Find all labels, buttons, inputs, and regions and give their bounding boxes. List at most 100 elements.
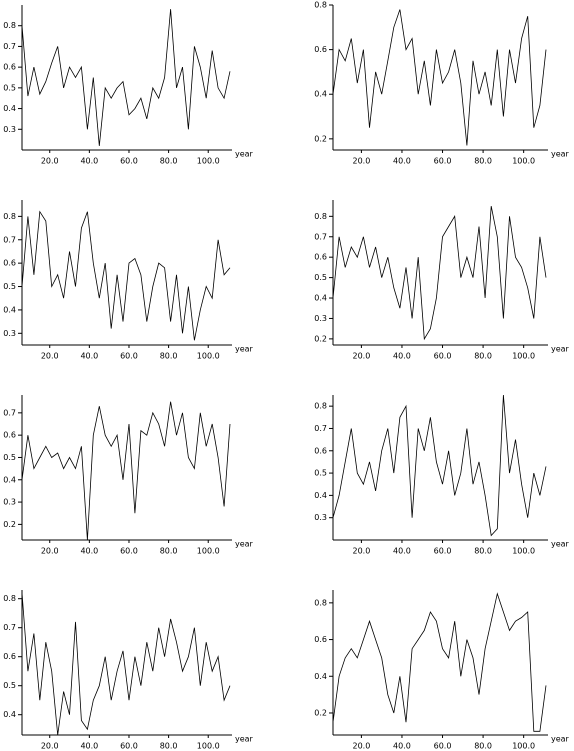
x-tick-label: 60.0: [120, 547, 138, 556]
y-tick-label: 0.6: [314, 446, 327, 455]
y-tick-label: 0.5: [3, 282, 16, 291]
y-tick-label: 0.4: [314, 491, 327, 500]
x-tick-label: 20.0: [41, 352, 59, 361]
y-tick-label: 0.8: [314, 1, 327, 10]
y-tick-label: 0.6: [3, 652, 16, 661]
x-tick-label: 40.0: [80, 742, 98, 751]
y-tick-label: 0.7: [314, 424, 327, 433]
y-tick-label: 0.5: [314, 469, 327, 478]
x-tick-label: 80.0: [160, 352, 178, 361]
x-tick-label: 40.0: [80, 157, 98, 166]
x-tick-label: 40.0: [393, 547, 411, 556]
y-tick-label: 0.4: [314, 294, 327, 303]
y-tick-label: 0.8: [314, 402, 327, 411]
x-tick-label: 100.0: [512, 742, 535, 751]
x-tick-label: 80.0: [474, 157, 492, 166]
y-tick-label: 0.8: [3, 21, 16, 30]
x-tick-label: 80.0: [160, 157, 178, 166]
data-line: [332, 9, 547, 146]
y-tick-label: 0.7: [3, 623, 16, 632]
y-tick-label: 0.8: [314, 212, 327, 221]
y-tick-label: 0.4: [3, 475, 16, 484]
y-tick-label: 0.3: [3, 329, 16, 338]
y-tick-label: 0.6: [3, 259, 16, 268]
y-tick-label: 0.6: [314, 253, 327, 262]
y-tick-label: 0.6: [3, 431, 16, 440]
x-tick-label: 20.0: [352, 157, 370, 166]
y-tick-label: 0.4: [314, 90, 327, 99]
x-tick-label: 60.0: [120, 742, 138, 751]
x-tick-label: 80.0: [160, 547, 178, 556]
x-axis-label: year: [235, 345, 254, 354]
y-tick-label: 0.2: [314, 708, 327, 717]
x-tick-label: 40.0: [80, 352, 98, 361]
data-line: [21, 210, 231, 341]
x-tick-label: 80.0: [474, 547, 492, 556]
x-axis-label: year: [551, 345, 570, 354]
y-tick-label: 0.8: [314, 598, 327, 607]
x-axis-label: year: [235, 540, 254, 549]
x-tick-label: 40.0: [393, 352, 411, 361]
y-tick-label: 0.4: [3, 104, 16, 113]
x-tick-label: 100.0: [197, 157, 220, 166]
y-tick-label: 0.5: [314, 273, 327, 282]
data-line: [21, 9, 231, 146]
y-tick-label: 0.5: [3, 453, 16, 462]
y-tick-label: 0.7: [3, 408, 16, 417]
data-line: [332, 592, 547, 732]
x-tick-label: 40.0: [80, 547, 98, 556]
x-axis-label: year: [235, 150, 254, 159]
y-tick-label: 0.8: [3, 594, 16, 603]
data-line: [21, 401, 231, 541]
x-axis-label: year: [551, 735, 570, 744]
x-tick-label: 60.0: [120, 352, 138, 361]
x-tick-label: 100.0: [512, 352, 535, 361]
x-tick-label: 40.0: [393, 157, 411, 166]
y-tick-label: 0.3: [314, 314, 327, 323]
x-tick-label: 60.0: [434, 742, 452, 751]
x-tick-label: 80.0: [474, 742, 492, 751]
x-axis-label: year: [551, 540, 570, 549]
y-tick-label: 0.2: [3, 520, 16, 529]
x-tick-label: 60.0: [434, 352, 452, 361]
x-tick-label: 100.0: [197, 742, 220, 751]
x-axis-label: year: [551, 150, 570, 159]
x-tick-label: 100.0: [197, 547, 220, 556]
x-tick-label: 60.0: [434, 547, 452, 556]
x-tick-label: 100.0: [512, 547, 535, 556]
data-line: [332, 394, 547, 537]
x-tick-label: 20.0: [352, 547, 370, 556]
x-tick-label: 20.0: [352, 742, 370, 751]
y-tick-label: 0.3: [314, 513, 327, 522]
y-tick-label: 0.7: [3, 235, 16, 244]
x-tick-label: 20.0: [41, 547, 59, 556]
y-tick-label: 0.4: [314, 672, 327, 681]
y-tick-label: 0.2: [314, 334, 327, 343]
x-tick-label: 20.0: [41, 742, 59, 751]
x-tick-label: 80.0: [160, 742, 178, 751]
data-line: [332, 206, 547, 341]
y-tick-label: 0.7: [314, 232, 327, 241]
x-tick-label: 80.0: [474, 352, 492, 361]
y-tick-label: 0.2: [314, 134, 327, 143]
y-tick-label: 0.6: [3, 63, 16, 72]
y-tick-label: 0.5: [3, 681, 16, 690]
y-tick-label: 0.6: [314, 635, 327, 644]
y-tick-label: 0.4: [3, 305, 16, 314]
y-tick-label: 0.6: [314, 45, 327, 54]
y-tick-label: 0.4: [3, 710, 16, 719]
y-tick-label: 0.3: [3, 125, 16, 134]
x-tick-label: 40.0: [393, 742, 411, 751]
y-tick-label: 0.3: [3, 498, 16, 507]
y-tick-label: 0.7: [3, 42, 16, 51]
x-axis-label: year: [235, 735, 254, 744]
x-tick-label: 100.0: [512, 157, 535, 166]
y-tick-label: 0.5: [3, 83, 16, 92]
x-tick-label: 60.0: [434, 157, 452, 166]
y-tick-label: 0.8: [3, 212, 16, 221]
x-tick-label: 100.0: [197, 352, 220, 361]
x-tick-label: 20.0: [352, 352, 370, 361]
x-tick-label: 20.0: [41, 157, 59, 166]
